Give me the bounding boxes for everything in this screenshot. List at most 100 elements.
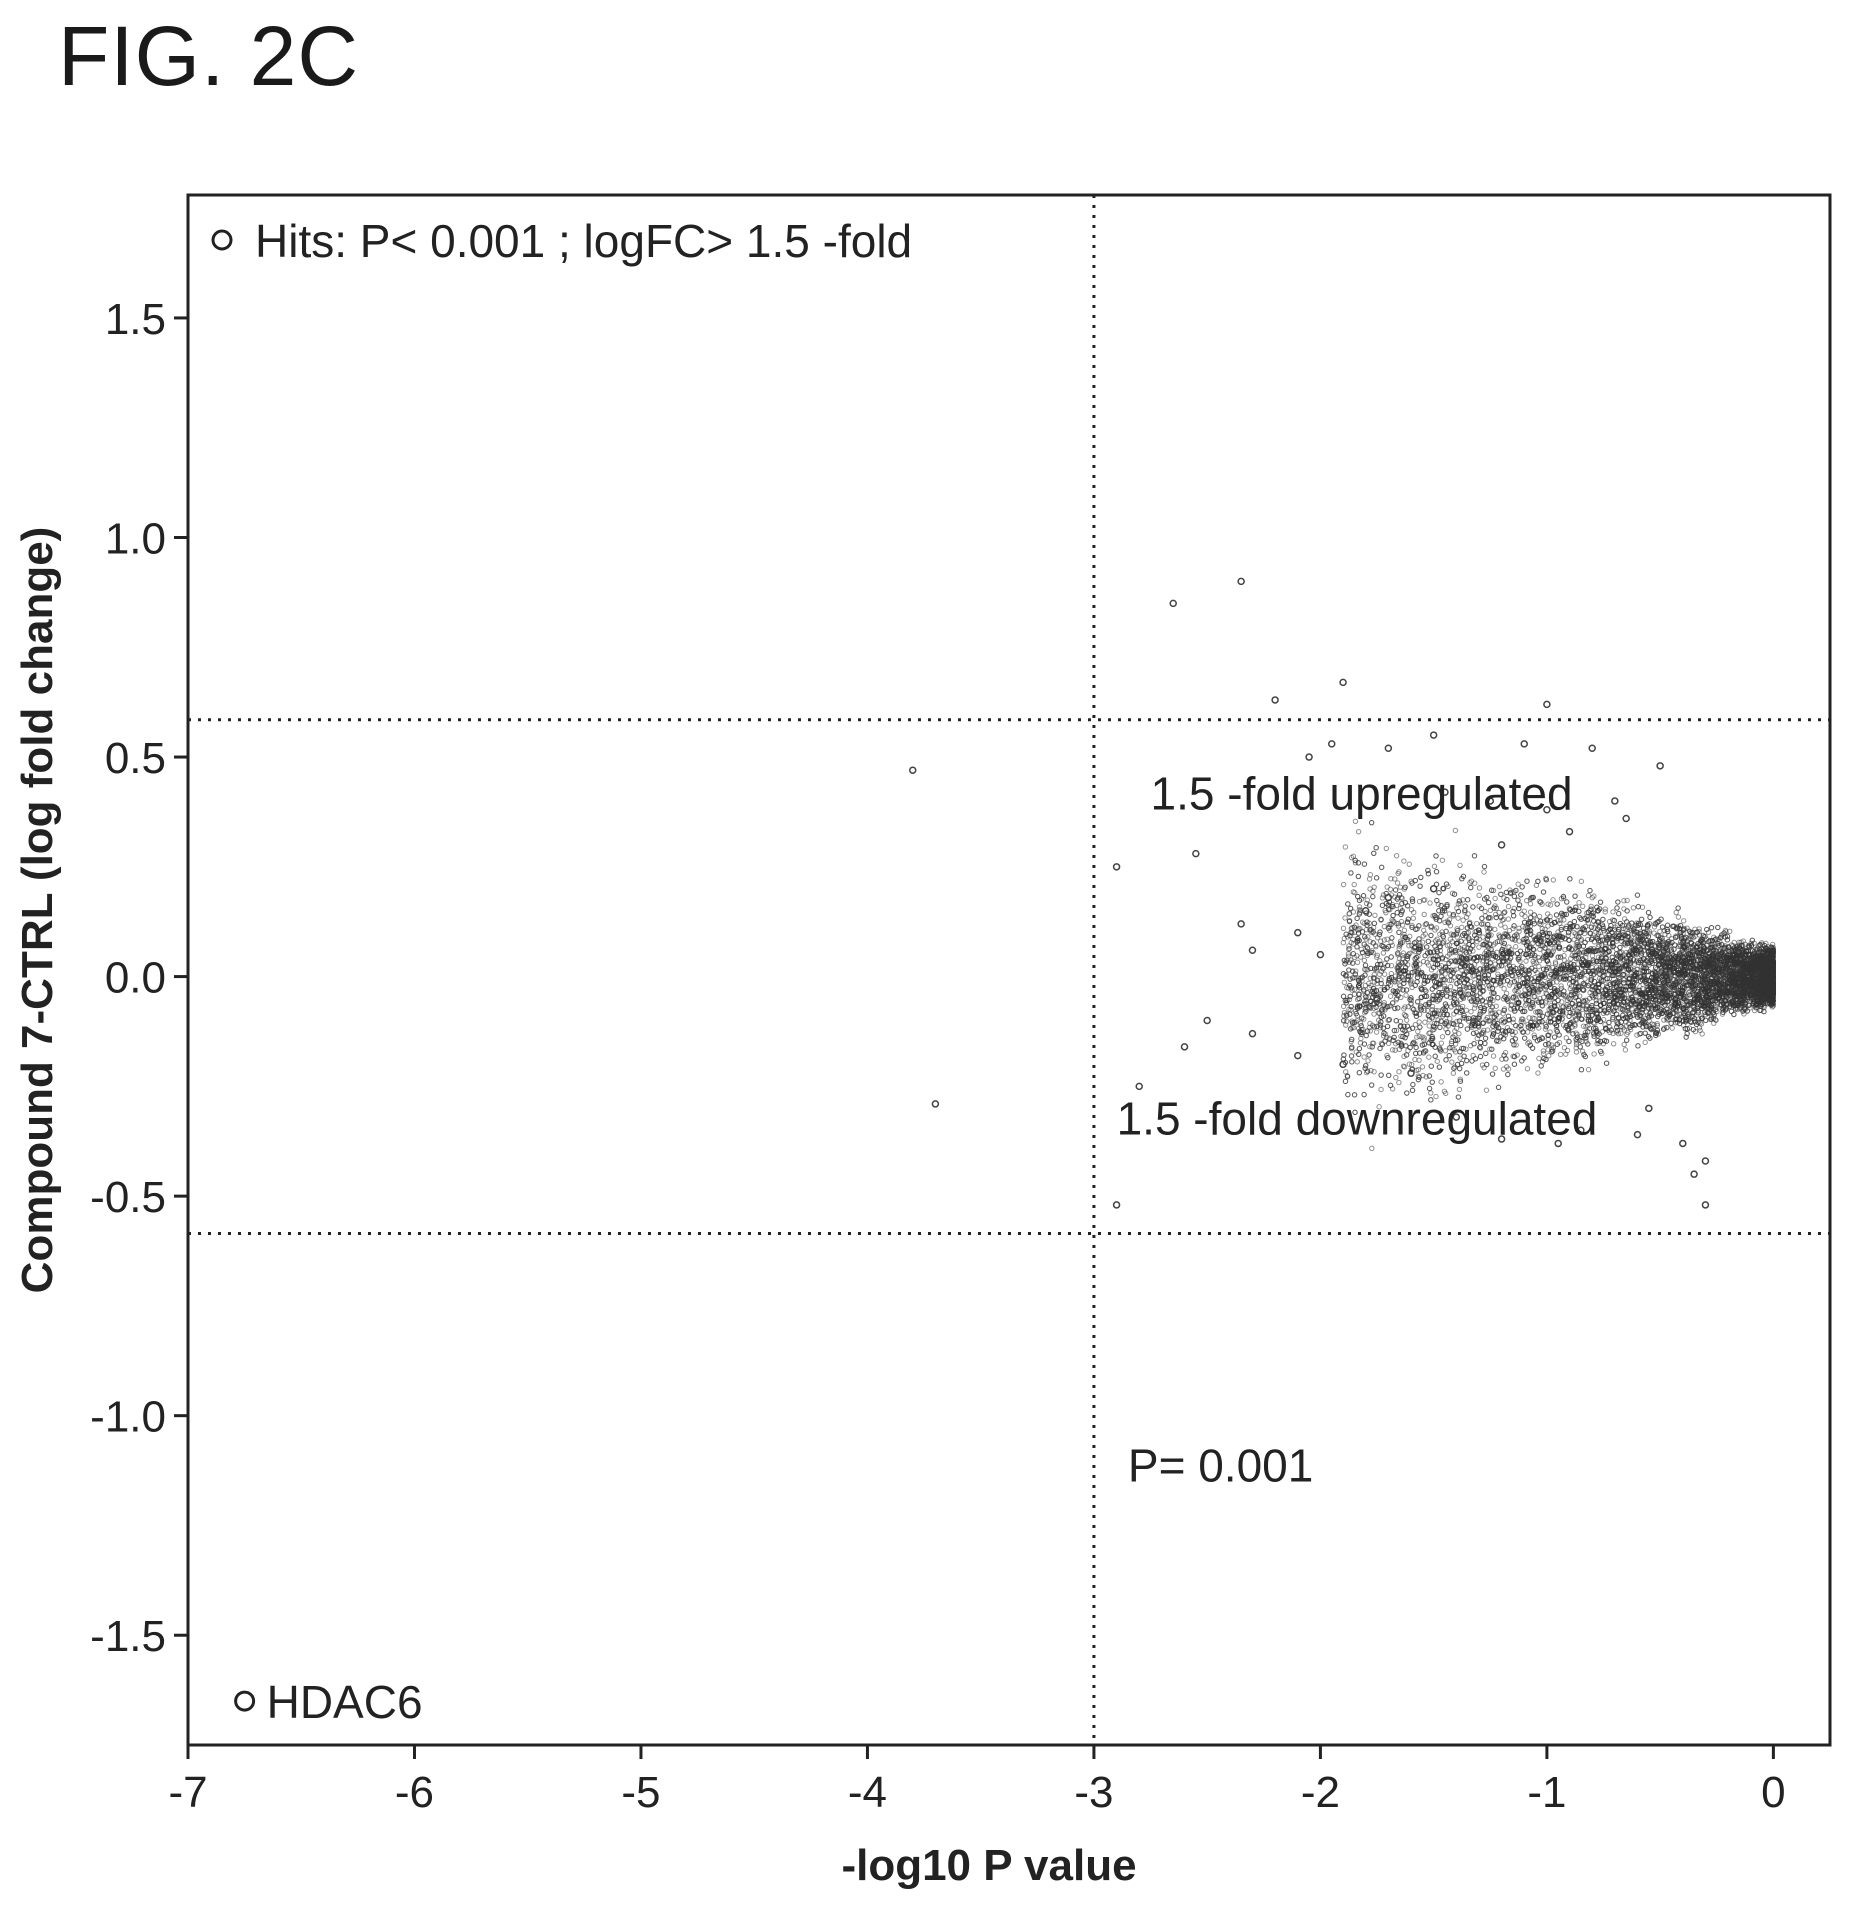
data-point [1557, 1051, 1564, 1058]
data-point [1412, 1022, 1419, 1028]
data-point [1431, 1020, 1437, 1027]
data-point [1449, 1059, 1455, 1065]
data-point [1492, 1065, 1498, 1072]
data-point [1558, 983, 1564, 989]
data-point [1410, 915, 1416, 921]
data-point [1540, 994, 1547, 1001]
data-point [1431, 1026, 1437, 1033]
data-point [1534, 997, 1540, 1004]
data-point [1549, 1042, 1555, 1048]
data-point [1578, 878, 1585, 885]
data-point-cloud [1340, 818, 1777, 1152]
data-point [1357, 925, 1363, 932]
data-point [1348, 1038, 1354, 1045]
data-point [1357, 1020, 1364, 1026]
data-point [1490, 1053, 1497, 1059]
data-point [1697, 1027, 1703, 1033]
data-point [1435, 1010, 1441, 1017]
data-point [1501, 895, 1507, 901]
data-point [1377, 1025, 1384, 1031]
data-point [1387, 886, 1394, 892]
data-point [1372, 912, 1378, 918]
data-point [1401, 858, 1407, 864]
data-point [1404, 1017, 1410, 1023]
data-point [1487, 985, 1493, 992]
data-point [1511, 936, 1518, 942]
data-point [1400, 950, 1407, 956]
data-point [1455, 915, 1461, 921]
data-point [1461, 983, 1467, 990]
data-point [1438, 1040, 1445, 1046]
data-point [1396, 955, 1403, 961]
data-point [1527, 909, 1534, 915]
data-point [1599, 942, 1605, 948]
data-point [1545, 901, 1551, 907]
data-point [1576, 900, 1582, 906]
data-point [1459, 924, 1465, 931]
data-point [1397, 983, 1403, 989]
data-point [1358, 1035, 1364, 1042]
data-point [1450, 1070, 1457, 1076]
data-point [1621, 1041, 1627, 1048]
data-point [1473, 920, 1480, 927]
data-point [1483, 1087, 1490, 1093]
data-point [1422, 1019, 1428, 1025]
data-point [1406, 943, 1412, 949]
data-point [1453, 966, 1460, 972]
data-point [1408, 907, 1415, 913]
data-point [1444, 942, 1451, 949]
data-point [1351, 881, 1357, 888]
data-point [1378, 1086, 1384, 1093]
data-point [1537, 946, 1543, 953]
data-point [1340, 925, 1347, 932]
data-point [1434, 953, 1441, 960]
data-point [1502, 924, 1508, 930]
data-point [1474, 938, 1480, 945]
data-point [1401, 1011, 1408, 1018]
data-point [1675, 914, 1682, 920]
data-point [1602, 906, 1608, 912]
data-point [1500, 955, 1507, 962]
data-point [1435, 1017, 1441, 1023]
data-point [1536, 1055, 1542, 1062]
data-point [1439, 857, 1446, 863]
data-point [1476, 944, 1482, 950]
data-point [1501, 910, 1507, 916]
data-point [1680, 918, 1687, 924]
data-point [1550, 897, 1556, 903]
data-point [1580, 903, 1586, 909]
data-point [1536, 963, 1542, 970]
data-point [1500, 1010, 1506, 1017]
data-point [1352, 860, 1359, 866]
data-point [1498, 922, 1504, 928]
data-point [1355, 975, 1362, 981]
data-point [1401, 1053, 1407, 1060]
data-point [1513, 1042, 1519, 1048]
data-point [1391, 919, 1397, 925]
data-point [1414, 1034, 1420, 1040]
data-point [1459, 967, 1465, 973]
data-point [1436, 969, 1442, 976]
data-point [1677, 939, 1684, 945]
data-point [1542, 926, 1548, 932]
data-point [1519, 966, 1525, 972]
data-point [1527, 901, 1534, 907]
data-point [1381, 1000, 1387, 1006]
data-point [1383, 845, 1390, 852]
data-point [1394, 880, 1401, 886]
data-point [1369, 1145, 1375, 1152]
data-point [1460, 917, 1466, 923]
data-point [1526, 1015, 1532, 1021]
data-point [1487, 1046, 1493, 1052]
data-point [1361, 957, 1368, 964]
data-point [1369, 1040, 1376, 1046]
data-point [1402, 1004, 1408, 1010]
data-point [1450, 994, 1457, 1001]
data-point [1547, 902, 1554, 908]
data-point [1393, 1074, 1399, 1081]
data-point [1591, 1051, 1597, 1057]
data-point [1488, 932, 1494, 938]
data-point [1380, 1033, 1387, 1039]
data-point [1426, 1054, 1432, 1060]
